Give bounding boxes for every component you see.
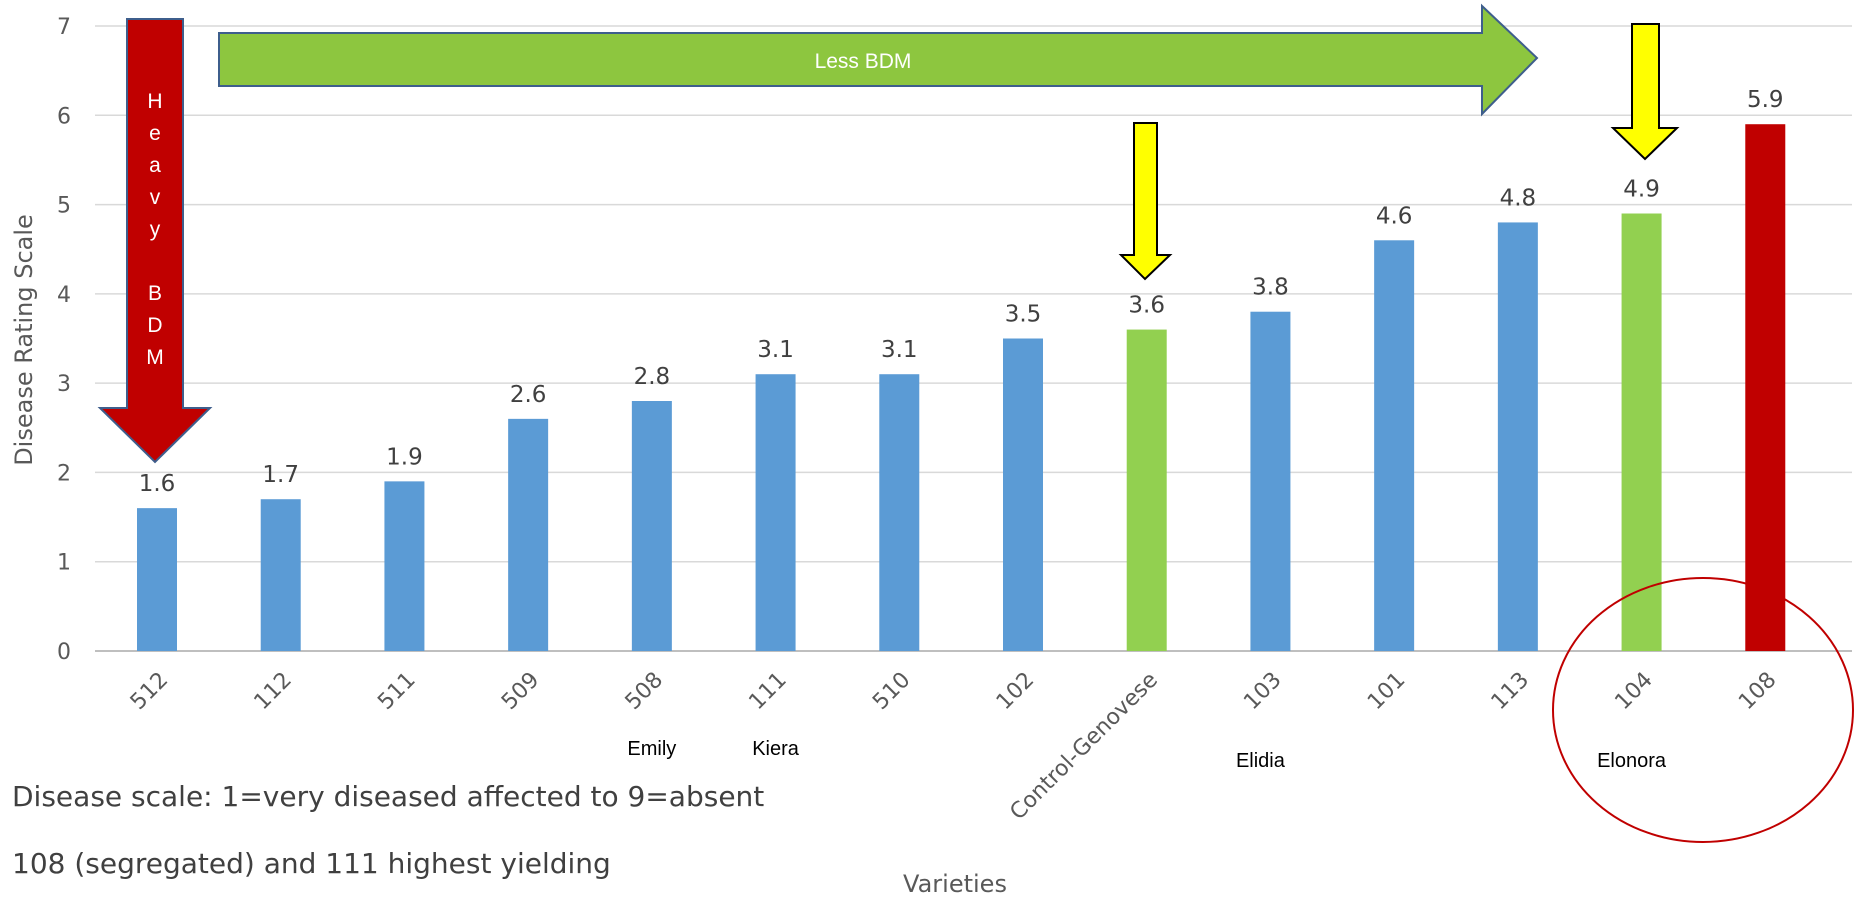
gridlines [95, 25, 1852, 652]
data-label: 4.9 [1623, 177, 1660, 203]
x-tick-label: 509 [497, 668, 544, 715]
y-tick-label: 5 [57, 194, 71, 219]
y-axis-title: Disease Rating Scale [10, 214, 38, 466]
variety-name-label: Kiera [752, 738, 800, 760]
data-label: 3.5 [1005, 302, 1042, 328]
bar [1497, 222, 1538, 651]
x-tick-label: 511 [373, 668, 420, 715]
variety-name-labels: Emily Kiera Elidia Elonora [627, 738, 1667, 772]
bar [631, 401, 672, 651]
less-bdm-label: Less BDM [815, 50, 912, 73]
highlight-arrow-104 [1610, 23, 1680, 161]
heavy-bdm-letter: v [150, 186, 161, 209]
x-axis-title: Varieties [903, 870, 1007, 897]
x-tick-label: 108 [1734, 668, 1781, 715]
data-labels: 1.6 1.7 1.9 2.6 2.8 3.1 3.1 3.5 3.6 3.8 4.6 4.8 4.9 5… [139, 87, 1784, 497]
bar [1374, 240, 1415, 652]
data-label: 3.6 [1128, 293, 1165, 319]
x-tick-label: 510 [868, 668, 915, 715]
y-tick-label: 3 [57, 372, 71, 397]
data-label: 3.1 [757, 337, 794, 363]
y-tick-label: 2 [57, 461, 71, 486]
y-tick-label: 4 [57, 283, 71, 308]
x-tick-label: 112 [250, 668, 297, 715]
x-tick-label: 512 [126, 668, 173, 715]
bar [1003, 338, 1043, 651]
variety-name-label: Elidia [1236, 750, 1286, 772]
data-label: 4.8 [1500, 185, 1537, 211]
bar [879, 374, 920, 651]
bar [384, 481, 425, 651]
heavy-bdm-letter: e [149, 122, 161, 145]
bar [137, 508, 177, 651]
bar [1250, 311, 1291, 651]
data-label: 2.8 [634, 364, 671, 390]
x-tick-label: 101 [1363, 668, 1410, 715]
data-label: 1.6 [139, 471, 176, 497]
bar [755, 374, 796, 651]
x-tick-label: 113 [1487, 668, 1534, 715]
variety-name-label: Emily [627, 738, 676, 760]
highlight-arrow-control-genovese [1118, 122, 1173, 281]
x-tick-label: 508 [621, 668, 668, 715]
data-label: 3.1 [881, 337, 918, 363]
heavy-bdm-arrow [97, 18, 213, 464]
heavy-bdm-letter: H [147, 90, 162, 113]
yield-note: 108 (segregated) and 111 highest yieldin… [12, 847, 611, 880]
bar [1621, 213, 1662, 651]
y-tick-label: 7 [57, 15, 71, 40]
bar [260, 499, 301, 651]
bars [137, 124, 1786, 652]
y-tick-label: 6 [57, 104, 71, 129]
x-tick-label: 103 [1239, 668, 1286, 715]
less-bdm-arrow [218, 3, 1539, 117]
disease-scale-note: Disease scale: 1=very diseased affected … [12, 780, 765, 813]
x-tick-label: 111 [744, 668, 791, 715]
data-label: 5.9 [1747, 87, 1784, 113]
data-label: 3.8 [1252, 275, 1289, 301]
bar [1745, 124, 1786, 651]
heavy-bdm-letter: y [150, 218, 161, 241]
bar [1126, 329, 1167, 651]
data-label: 1.9 [386, 444, 423, 470]
heavy-bdm-letter: M [146, 346, 164, 369]
y-tick-label: 1 [57, 551, 71, 576]
variety-name-label: Elonora [1597, 750, 1667, 772]
heavy-bdm-letter: D [147, 314, 162, 337]
heavy-bdm-letter: a [149, 154, 161, 177]
y-tick-label: 0 [57, 640, 71, 665]
x-tick-label: 104 [1610, 668, 1657, 715]
highlight-circle [1552, 577, 1854, 843]
data-label: 4.6 [1376, 203, 1413, 229]
bar [508, 418, 549, 651]
data-label: 1.7 [262, 462, 299, 488]
heavy-bdm-letter: B [148, 282, 162, 305]
data-label: 2.6 [510, 382, 547, 408]
x-tick-label: 102 [992, 668, 1039, 715]
y-tick-labels: 0 1 2 3 4 5 6 7 [57, 15, 71, 665]
